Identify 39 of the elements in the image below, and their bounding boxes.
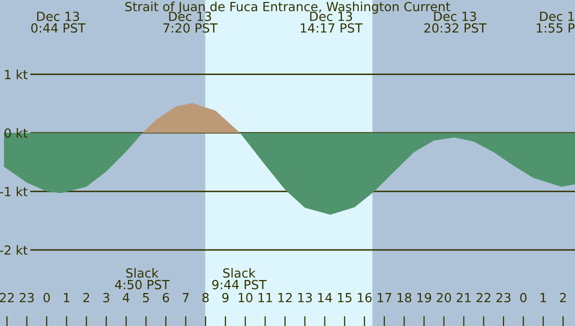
x-tick-label: 6 (162, 292, 170, 302)
x-tick-label: 13 (298, 292, 312, 302)
x-tick-label: 15 (338, 293, 352, 302)
x-tick-label: 2 (83, 292, 90, 302)
x-tick-label: 12 (278, 292, 292, 302)
x-tick-label: 19 (417, 292, 432, 302)
x-tick-label: 23 (20, 292, 34, 302)
x-tick-label: 23 (496, 292, 510, 302)
annotation: Dec 13 20:32 PST (424, 12, 487, 33)
x-tick-label: 9 (222, 292, 229, 302)
x-tick-label: 22 (476, 292, 490, 302)
x-tick-label: 3 (103, 292, 110, 302)
x-tick-label: 14 (318, 293, 332, 302)
x-tick-label: 4 (122, 293, 130, 302)
x-tick-label: 20 (436, 292, 452, 302)
x-tick-label: 1 (64, 293, 70, 302)
x-tick-label: 1 (540, 293, 546, 302)
x-tick-label: 10 (238, 292, 252, 302)
x-tick-label: 0 (44, 292, 50, 302)
x-tick-label: 8 (202, 292, 209, 302)
x-tick-label: 16 (358, 292, 372, 302)
y-tick-label: -1 kt (0, 186, 28, 196)
x-tick-label: 18 (398, 292, 412, 302)
y-tick-label: 1 kt (5, 70, 28, 80)
x-tick-label: 17 (378, 293, 392, 302)
x-tick-label: 22 (0, 292, 14, 302)
annotation: Dec 13 14:17 PST (300, 12, 363, 33)
x-tick-label: 2 (560, 292, 566, 302)
annotation: Slack 4:50 PST (115, 268, 170, 290)
y-tick-label: -2 kt (0, 245, 28, 255)
x-tick-label: 11 (258, 293, 272, 302)
x-tick-label: 0 (520, 292, 527, 302)
x-tick-label: 7 (182, 293, 189, 302)
annotation: Dec 13 0:44 PST (31, 12, 86, 33)
annotation: Dec 1 1:55 P (536, 12, 575, 33)
x-tick-label: 21 (456, 292, 471, 302)
annotation: Dec 13 7:20 PST (163, 12, 218, 33)
annotation: Slack 9:44 PST (212, 268, 267, 290)
x-tick-label: 5 (142, 293, 149, 302)
